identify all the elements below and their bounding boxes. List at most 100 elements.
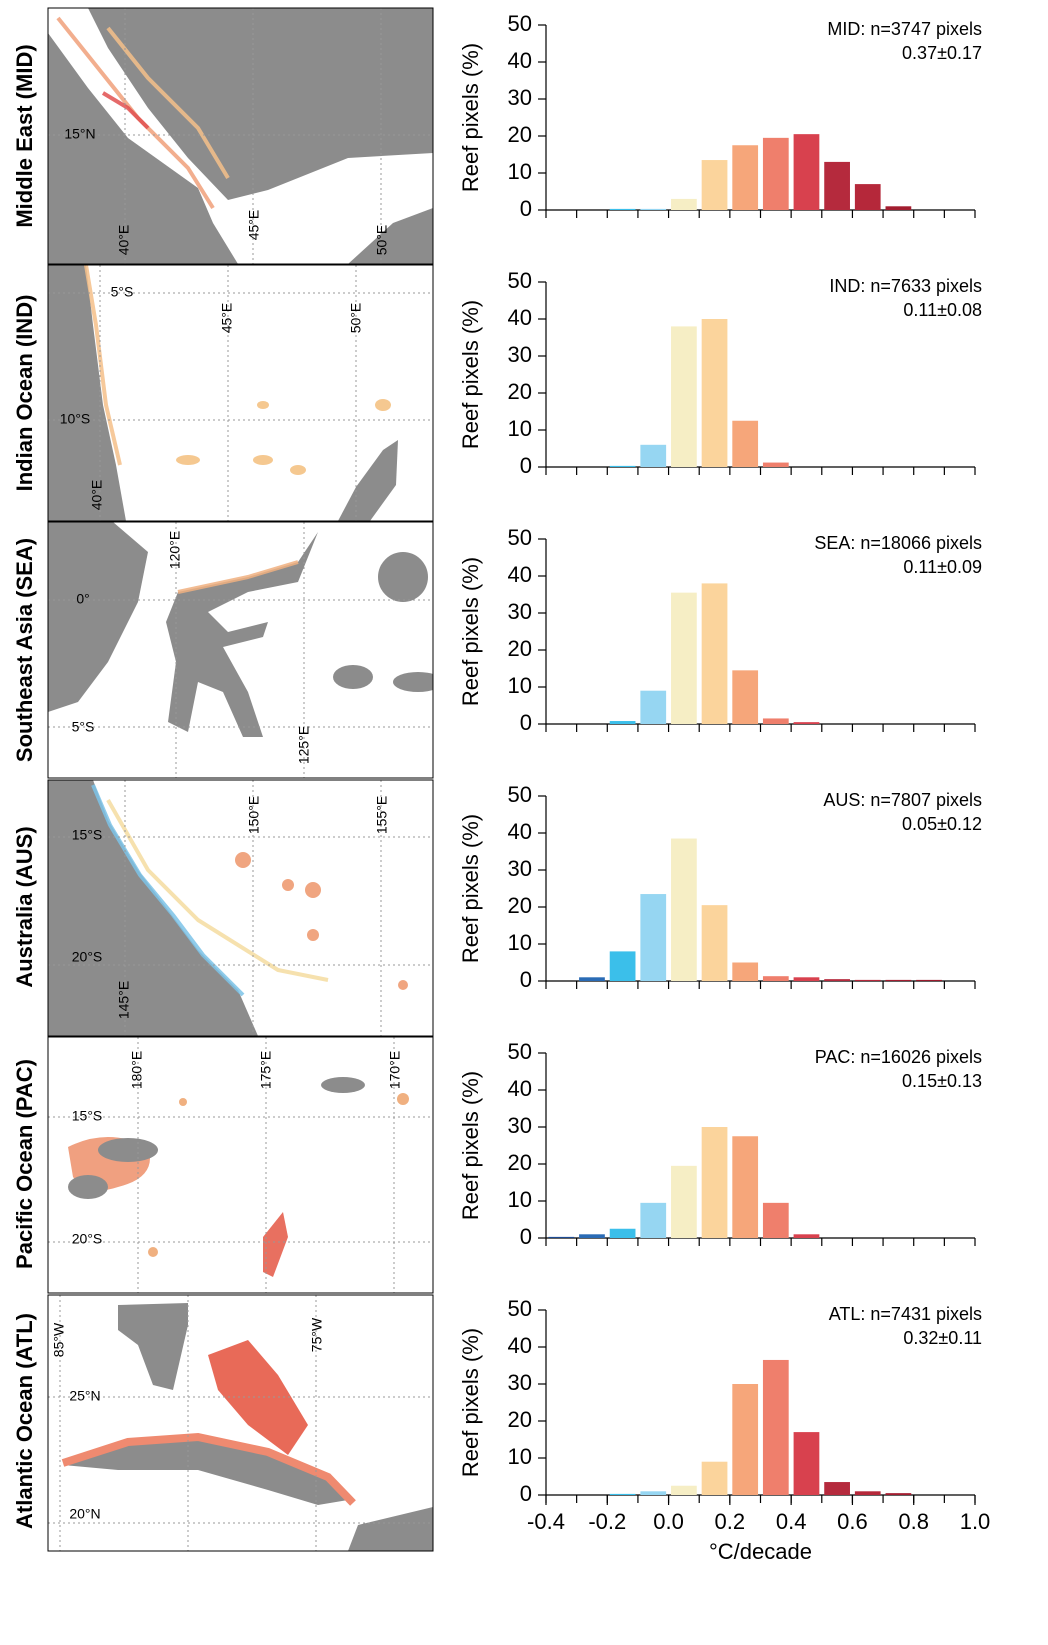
bar	[671, 198, 697, 210]
bar	[579, 977, 605, 981]
x-tick-label: 0.6	[837, 1509, 868, 1534]
annotation: PAC: n=16026 pixels	[815, 1047, 982, 1067]
annotation: 0.05±0.12	[902, 814, 982, 834]
map-coordinate-label: 15°N	[64, 126, 95, 142]
map-coordinate-label: 0°	[76, 591, 89, 607]
bar	[640, 690, 667, 724]
map-frame	[47, 1036, 434, 1294]
bar	[793, 1234, 820, 1238]
annotation: 0.11±0.08	[903, 300, 982, 320]
y-tick-label: 50	[508, 782, 532, 807]
bar	[640, 444, 667, 467]
y-tick-label: 0	[520, 1224, 532, 1249]
map-coordinate-label: 20°S	[72, 949, 103, 965]
y-tick-label: 10	[508, 1187, 532, 1212]
bar	[793, 977, 820, 981]
y-tick-label: 20	[508, 893, 532, 918]
x-tick-label: -0.2	[588, 1509, 626, 1534]
row-title: Australia (AUS)	[12, 826, 37, 987]
bar	[548, 1236, 575, 1238]
map-coordinate-label: 5°S	[72, 719, 95, 735]
map-coordinate-label: 10°S	[60, 411, 91, 427]
map-coordinate-label: 145°E	[116, 981, 132, 1019]
bar	[640, 1491, 667, 1495]
y-tick-label: 30	[508, 856, 532, 881]
bar	[885, 979, 912, 981]
map-pac	[47, 1036, 434, 1294]
bar	[732, 962, 759, 981]
y-tick-label: 20	[508, 122, 532, 147]
bar	[701, 1461, 728, 1495]
bar	[732, 145, 759, 210]
y-tick-label: 0	[520, 1481, 532, 1506]
bar	[609, 465, 636, 467]
x-tick-label: -0.4	[527, 1509, 565, 1534]
bar	[609, 208, 636, 210]
bar	[916, 979, 942, 981]
x-tick-label: 0.8	[898, 1509, 929, 1534]
x-tick-label: 0.2	[715, 1509, 746, 1534]
bar	[854, 184, 881, 210]
y-axis-label: Reef pixels (%)	[458, 300, 483, 449]
y-tick-label: 40	[508, 305, 532, 330]
bar	[762, 462, 789, 467]
x-tick-label: 0.4	[776, 1509, 807, 1534]
map-coordinate-label: 45°E	[219, 303, 235, 334]
bar	[701, 905, 728, 981]
map-coordinate-label: 75°W	[309, 1317, 325, 1352]
bar	[762, 137, 789, 210]
bar	[732, 670, 759, 724]
y-tick-label: 50	[508, 11, 532, 36]
map-atl	[47, 1294, 434, 1552]
map-coordinate-label: 50°E	[348, 303, 364, 334]
y-tick-label: 50	[508, 1039, 532, 1064]
y-tick-label: 0	[520, 453, 532, 478]
bar	[732, 1384, 759, 1495]
x-axis-label: °C/decade	[709, 1539, 812, 1564]
map-frame	[47, 264, 434, 522]
map-coordinate-label: 15°S	[72, 827, 103, 843]
bar	[885, 206, 912, 210]
bar	[762, 1359, 789, 1495]
y-tick-label: 50	[508, 525, 532, 550]
map-coordinate-label: 20°S	[72, 1231, 103, 1247]
bar	[609, 1228, 636, 1238]
y-tick-label: 10	[508, 673, 532, 698]
bar	[854, 979, 881, 981]
bar	[854, 1491, 881, 1495]
row-title: Pacific Ocean (PAC)	[12, 1059, 37, 1269]
bar	[609, 951, 636, 981]
y-tick-label: 10	[508, 416, 532, 441]
y-axis-label: Reef pixels (%)	[458, 814, 483, 963]
bar	[640, 1202, 667, 1238]
row-title: Indian Ocean (IND)	[12, 295, 37, 492]
bar	[732, 420, 759, 467]
map-frame	[47, 779, 434, 1037]
y-tick-label: 0	[520, 196, 532, 221]
y-tick-label: 10	[508, 930, 532, 955]
y-axis-label: Reef pixels (%)	[458, 1071, 483, 1220]
y-tick-label: 40	[508, 1076, 532, 1101]
bar	[671, 1485, 697, 1495]
annotation: 0.11±0.09	[903, 557, 982, 577]
bar	[671, 326, 697, 467]
map-coordinate-label: 170°E	[387, 1051, 403, 1089]
y-tick-label: 40	[508, 819, 532, 844]
y-tick-label: 0	[520, 967, 532, 992]
bar	[885, 1493, 912, 1495]
map-coordinate-label: 125°E	[296, 726, 312, 764]
map-sea	[47, 521, 434, 779]
annotation: SEA: n=18066 pixels	[814, 533, 982, 553]
map-coordinate-label: 175°E	[258, 1051, 274, 1089]
map-coordinate-label: 120°E	[167, 531, 183, 569]
map-coordinate-label: 180°E	[129, 1051, 145, 1089]
bar	[701, 160, 728, 210]
y-tick-label: 30	[508, 342, 532, 367]
y-tick-label: 20	[508, 379, 532, 404]
y-tick-label: 20	[508, 1407, 532, 1432]
map-coordinate-label: 25°N	[69, 1388, 100, 1404]
bar	[640, 894, 667, 981]
bar	[762, 976, 789, 981]
annotation: AUS: n=7807 pixels	[823, 790, 982, 810]
